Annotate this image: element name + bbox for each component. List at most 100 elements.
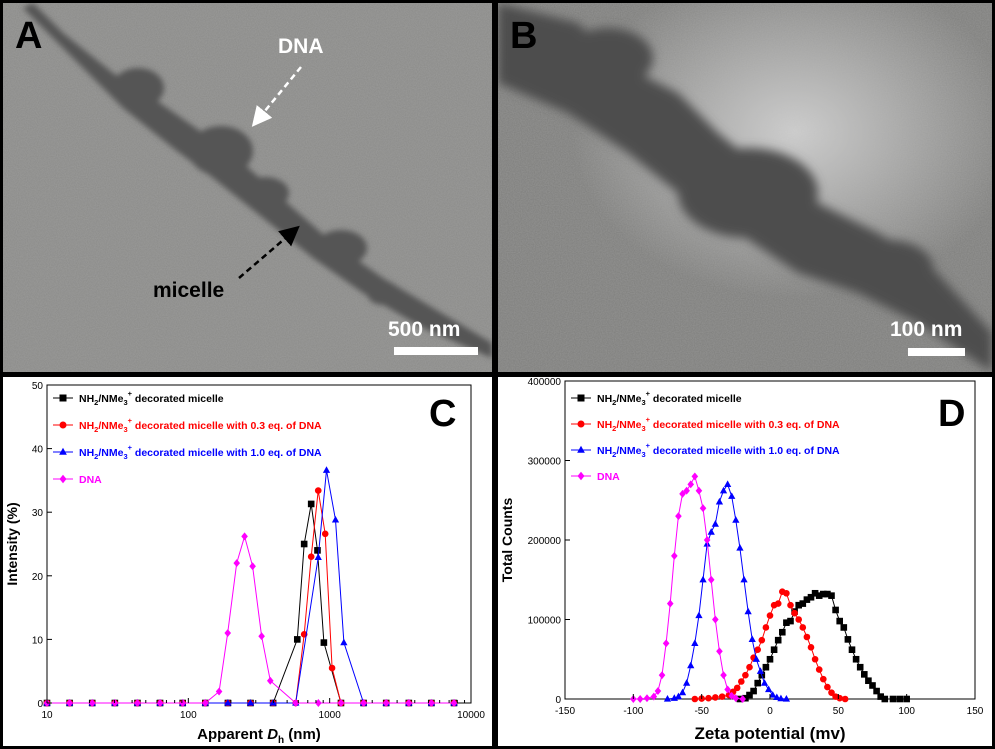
tem-image-b <box>498 3 992 372</box>
data-point <box>896 695 904 703</box>
scale-bar-a <box>394 347 478 355</box>
data-point <box>695 486 703 495</box>
series-0 <box>43 500 458 707</box>
data-point <box>746 691 753 699</box>
chart-panel-c: 10 100 1000 10000 0 10 20 30 40 50 Intensity (%) … <box>3 377 492 746</box>
data-point <box>770 646 778 654</box>
legend-label: NH2/NMe3+ decorated micelle with 0.3 eq.… <box>597 415 840 433</box>
series-3 <box>630 472 746 703</box>
data-point <box>691 472 699 481</box>
data-point <box>328 664 336 672</box>
panel-label-a: A <box>15 15 43 57</box>
data-point <box>787 617 794 625</box>
data-point <box>728 492 736 499</box>
data-point <box>824 590 831 598</box>
panel-label-c: C <box>429 393 457 435</box>
data-point <box>795 601 802 609</box>
data-point <box>766 612 774 619</box>
data-point <box>820 675 827 683</box>
data-point <box>134 699 141 707</box>
x-tick-label: 1000 <box>319 710 342 721</box>
y-tick-label: 400000 <box>528 377 562 388</box>
data-point <box>828 689 835 696</box>
scale-label-b: 100 nm <box>890 318 963 341</box>
data-point <box>675 512 682 521</box>
y-tick-label: 40 <box>32 445 44 456</box>
data-point <box>292 699 300 707</box>
legend-marker <box>59 421 67 429</box>
series-line <box>694 591 846 700</box>
data-point <box>732 516 740 523</box>
data-point <box>331 515 340 523</box>
data-point <box>881 695 889 703</box>
tem-panel-a: A DNA micelle 500 nm <box>3 3 492 372</box>
data-point <box>840 624 848 631</box>
legend-label: NH2/NMe3+ decorated micelle with 1.0 eq.… <box>597 441 840 459</box>
data-point <box>762 624 770 631</box>
panel-label-b: B <box>510 15 538 57</box>
legend-marker <box>577 445 585 453</box>
data-point <box>320 639 328 646</box>
data-point <box>799 600 807 607</box>
data-point <box>719 486 728 494</box>
dna-annotation: DNA <box>278 35 324 58</box>
legend-marker <box>59 474 67 484</box>
data-point <box>450 699 458 707</box>
y-tick-label: 100000 <box>528 616 562 627</box>
data-point <box>841 695 849 703</box>
data-point <box>716 647 723 656</box>
data-point <box>691 695 699 703</box>
data-point <box>201 699 209 707</box>
micelle-annotation: micelle <box>153 279 225 302</box>
data-point <box>811 655 819 663</box>
data-point <box>246 699 255 706</box>
data-point <box>762 663 770 671</box>
x-tick-label: -150 <box>555 706 575 717</box>
dna-arrow <box>251 66 302 127</box>
data-point <box>903 695 910 703</box>
chart-panel-d: -150 -100 -50 0 50 100 150 0 100000 200000 300000 4… <box>498 377 992 746</box>
y-tick-label: 300000 <box>528 457 562 468</box>
data-point <box>742 694 749 702</box>
data-point <box>865 677 872 685</box>
data-point <box>691 639 699 646</box>
data-point <box>712 694 719 701</box>
data-point <box>715 497 724 505</box>
y-tick-label: 0 <box>555 695 561 706</box>
data-point <box>744 607 752 615</box>
y-tick-label: 20 <box>32 572 44 583</box>
data-point <box>699 575 707 583</box>
x-axis-label: Apparent Dh (nm) <box>197 726 321 746</box>
y-tick-label: 30 <box>32 508 44 519</box>
data-point <box>711 520 719 527</box>
data-point <box>695 611 703 619</box>
x-tick-label: -100 <box>623 706 643 717</box>
data-point <box>666 599 674 608</box>
legend-marker <box>577 471 585 481</box>
data-point <box>795 616 802 623</box>
data-point <box>224 629 232 637</box>
series-line <box>633 475 743 700</box>
legend-label: NH2/NMe3+ decorated micelle <box>597 389 742 407</box>
data-point <box>732 694 740 703</box>
series-line <box>47 503 454 704</box>
data-point <box>799 624 807 631</box>
data-point <box>752 655 760 662</box>
legend-label: DNA <box>79 474 102 486</box>
data-point <box>307 553 315 561</box>
legend-label: NH2/NMe3+ decorated micelle with 1.0 eq.… <box>79 443 322 461</box>
series-line <box>47 490 454 704</box>
data-point <box>322 466 331 473</box>
x-axis-label: Zeta potential (mv) <box>694 724 845 743</box>
data-point <box>766 655 774 663</box>
data-point <box>852 655 860 663</box>
plot-frame <box>46 384 472 704</box>
y-tick-label: 0 <box>37 699 43 710</box>
data-point <box>820 590 827 598</box>
data-point <box>66 699 73 707</box>
micelle-arrow <box>238 225 300 279</box>
y-axis-label: Total Counts <box>499 498 515 583</box>
data-point <box>249 562 256 571</box>
data-point <box>707 528 715 535</box>
data-point <box>636 695 644 703</box>
